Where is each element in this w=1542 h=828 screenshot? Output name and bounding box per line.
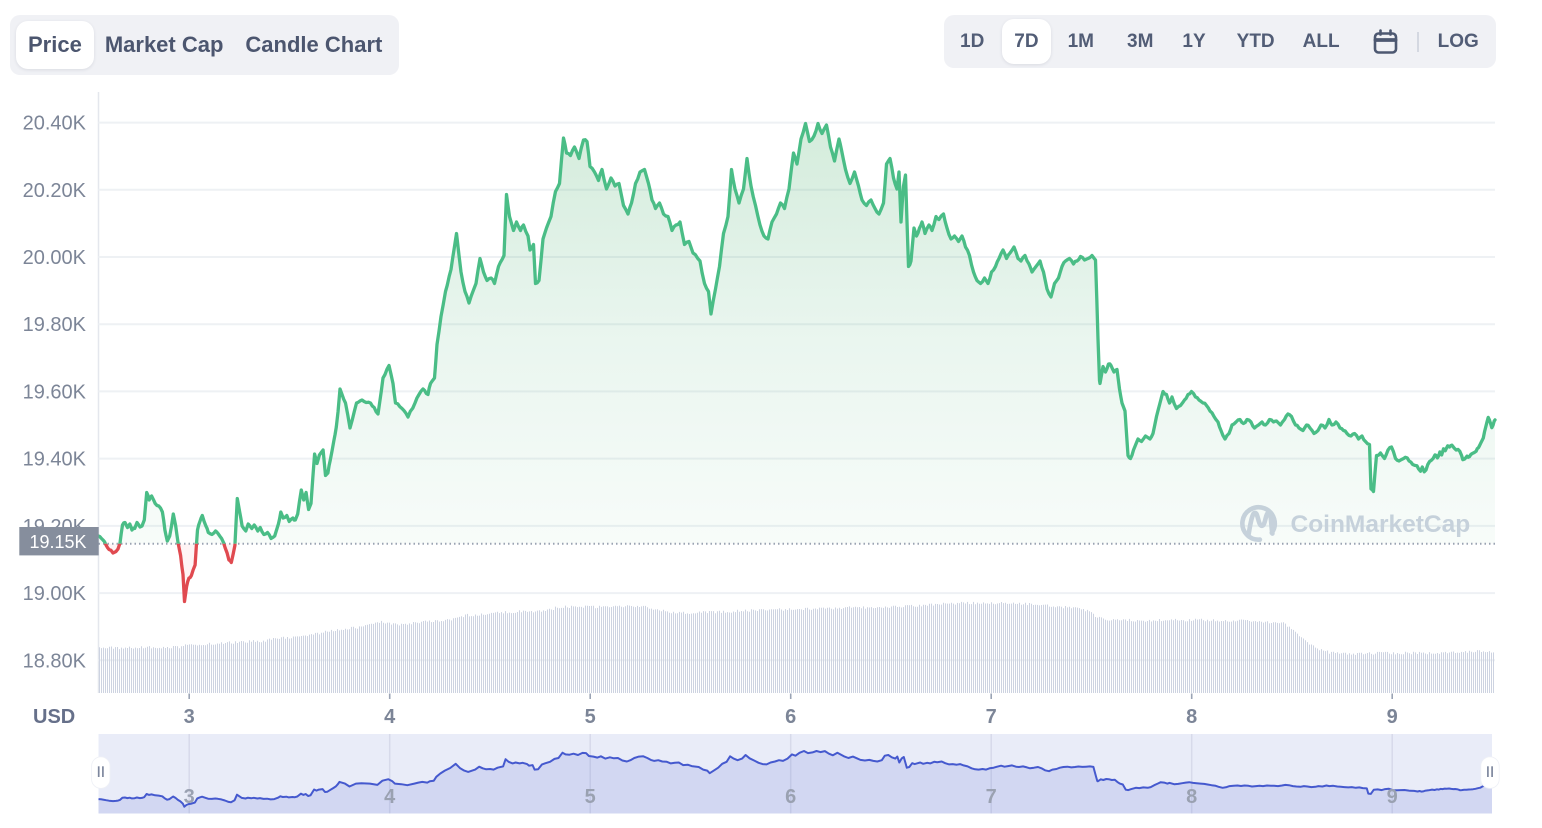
svg-text:3: 3 (184, 706, 195, 728)
svg-text:3: 3 (184, 786, 195, 808)
svg-text:5: 5 (585, 706, 596, 728)
svg-text:19.80K: 19.80K (23, 314, 87, 336)
svg-text:USD: USD (33, 706, 75, 728)
svg-text:9: 9 (1387, 706, 1398, 728)
svg-text:4: 4 (384, 786, 396, 808)
svg-text:6: 6 (785, 786, 796, 808)
svg-text:19.40K: 19.40K (23, 449, 87, 471)
svg-text:8: 8 (1186, 786, 1197, 808)
svg-text:4: 4 (384, 706, 396, 728)
svg-text:6: 6 (785, 706, 796, 728)
svg-text:8: 8 (1186, 706, 1197, 728)
svg-text:18.80K: 18.80K (23, 650, 87, 672)
svg-text:19.15K: 19.15K (29, 532, 86, 552)
svg-text:20.00K: 20.00K (23, 247, 87, 269)
svg-text:19.00K: 19.00K (23, 583, 87, 605)
svg-text:7: 7 (986, 786, 997, 808)
svg-text:20.40K: 20.40K (23, 113, 87, 135)
svg-text:19.60K: 19.60K (23, 381, 87, 403)
svg-text:20.20K: 20.20K (23, 180, 87, 202)
svg-text:5: 5 (585, 786, 596, 808)
svg-text:7: 7 (986, 706, 997, 728)
svg-text:9: 9 (1387, 786, 1398, 808)
